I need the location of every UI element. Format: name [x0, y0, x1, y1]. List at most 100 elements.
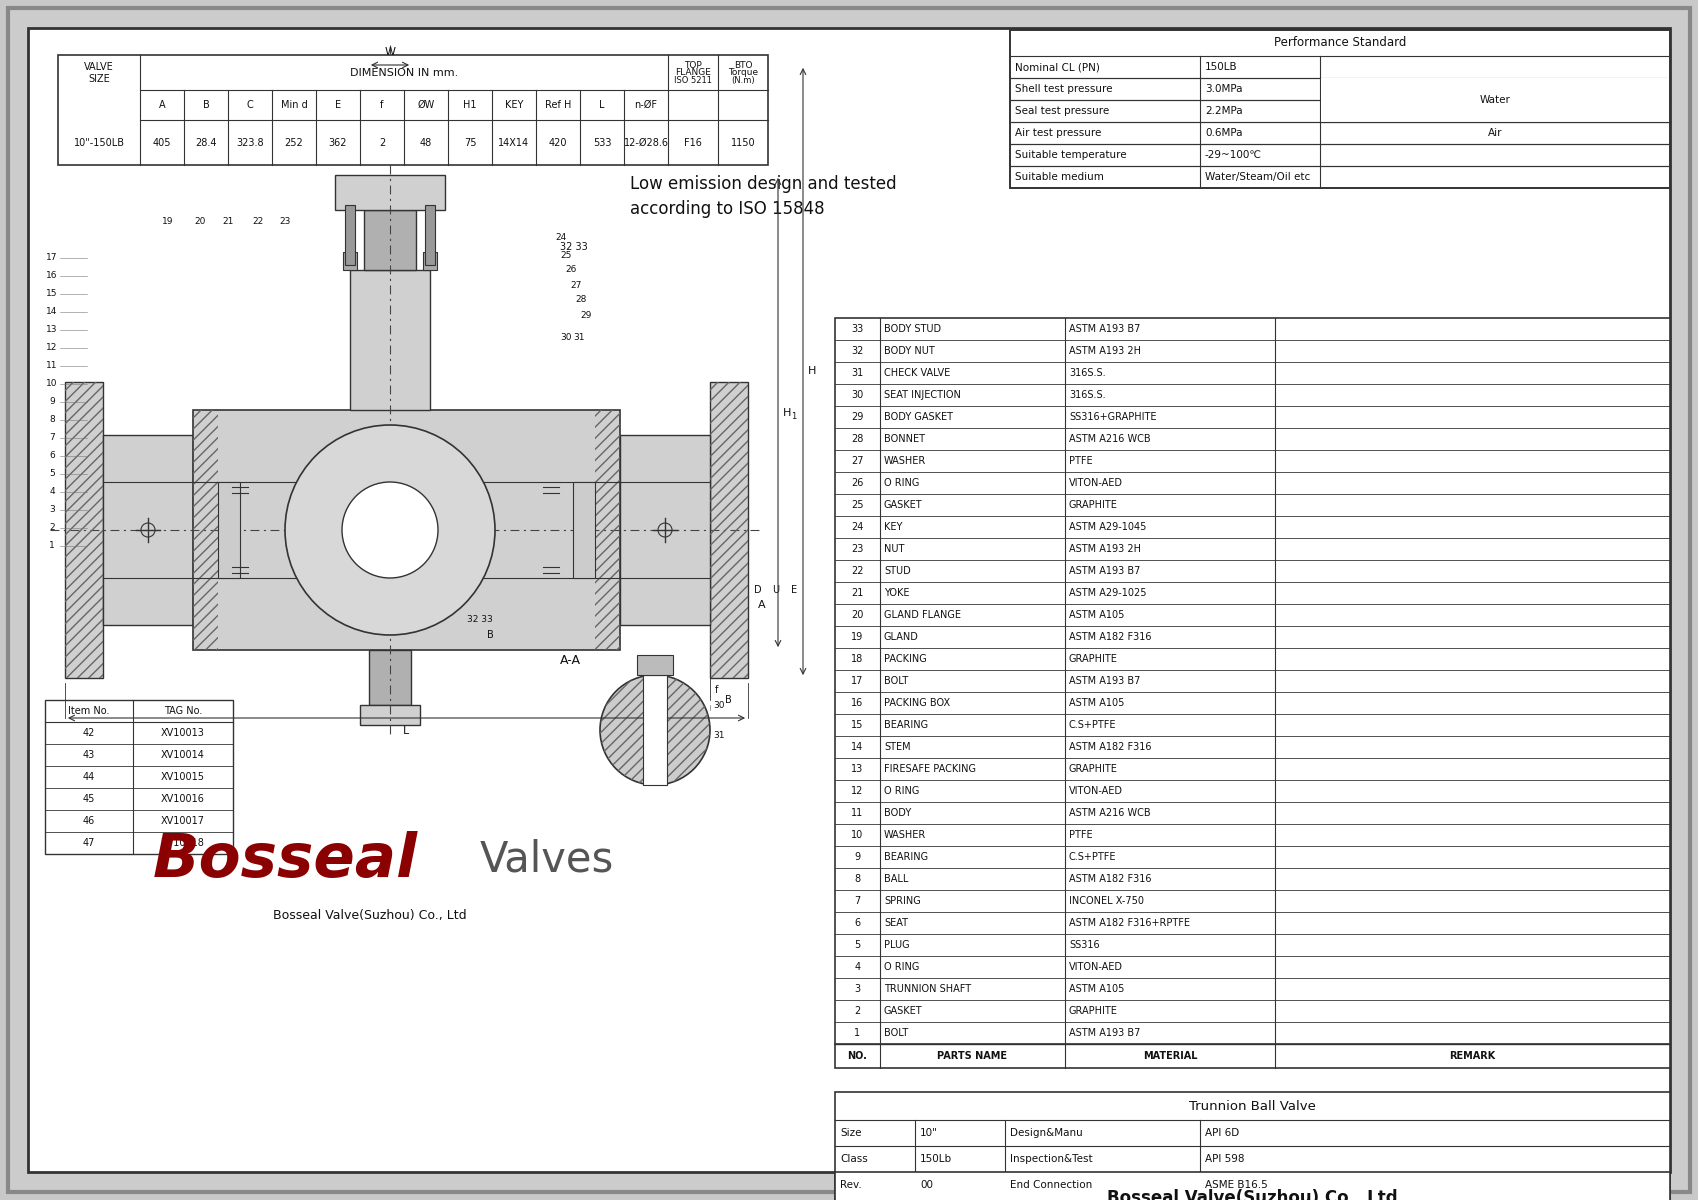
Text: BODY GASKET: BODY GASKET [885, 412, 953, 422]
Text: 150Lb: 150Lb [920, 1154, 953, 1164]
Text: YOKE: YOKE [885, 588, 910, 598]
Text: WASHER: WASHER [885, 830, 925, 840]
Text: Performance Standard: Performance Standard [1274, 36, 1406, 49]
Bar [835, 1172, 1671, 1200]
Bar [710, 382, 749, 678]
Text: SS316: SS316 [1070, 940, 1100, 950]
Text: DIMENSION IN mm.: DIMENSION IN mm. [350, 67, 458, 78]
Text: XV10016: XV10016 [161, 794, 205, 804]
Text: 252: 252 [285, 138, 304, 148]
Text: WASHER: WASHER [885, 456, 925, 466]
Text: ASTM A105: ASTM A105 [1070, 610, 1124, 620]
Text: 21: 21 [851, 588, 864, 598]
Text: FLANGE: FLANGE [676, 68, 711, 77]
Text: 14: 14 [46, 307, 58, 317]
Text: SS316+GRAPHITE: SS316+GRAPHITE [1070, 412, 1156, 422]
Text: 3: 3 [854, 984, 861, 994]
Bar [423, 252, 436, 270]
Text: XV10013: XV10013 [161, 728, 205, 738]
Bar [345, 205, 355, 265]
Text: FIRESAFE PACKING: FIRESAFE PACKING [885, 764, 976, 774]
Text: ASTM A216 WCB: ASTM A216 WCB [1070, 808, 1151, 818]
Text: VITON-AED: VITON-AED [1070, 786, 1122, 796]
Text: 19: 19 [163, 217, 173, 227]
Text: BALL: BALL [885, 874, 908, 884]
Text: 15: 15 [46, 289, 58, 299]
Text: GASKET: GASKET [885, 500, 922, 510]
Text: Air: Air [1487, 128, 1503, 138]
Text: GRAPHITE: GRAPHITE [1070, 1006, 1117, 1016]
Text: 2: 2 [379, 138, 385, 148]
Text: 316S.S.: 316S.S. [1070, 368, 1105, 378]
Text: 17: 17 [46, 253, 58, 263]
Text: GRAPHITE: GRAPHITE [1070, 764, 1117, 774]
Text: 25: 25 [560, 251, 571, 259]
Bar [360, 704, 419, 725]
Text: 00: 00 [920, 1180, 932, 1190]
Text: PARTS NAME: PARTS NAME [937, 1051, 1007, 1061]
Circle shape [341, 482, 438, 578]
Text: Torque: Torque [728, 68, 757, 77]
Text: A: A [757, 600, 766, 610]
Text: 33: 33 [851, 324, 864, 334]
Text: PTFE: PTFE [1070, 830, 1092, 840]
Text: 30: 30 [851, 390, 864, 400]
Text: BODY: BODY [885, 808, 912, 818]
Text: ASTM A193 B7: ASTM A193 B7 [1070, 324, 1141, 334]
Text: 16: 16 [46, 271, 58, 281]
Text: 46: 46 [83, 816, 95, 826]
Text: 5: 5 [854, 940, 861, 950]
Text: BTO: BTO [734, 61, 752, 70]
Text: C.S+PTFE: C.S+PTFE [1070, 852, 1117, 862]
Text: 22: 22 [253, 217, 263, 227]
Text: 2: 2 [49, 523, 54, 533]
Text: ASTM A216 WCB: ASTM A216 WCB [1070, 434, 1151, 444]
Text: E: E [335, 100, 341, 110]
Text: 19: 19 [851, 632, 864, 642]
Text: 32 33: 32 33 [467, 616, 492, 624]
Bar [335, 175, 445, 210]
Text: Water: Water [1479, 95, 1511, 104]
Text: 24: 24 [555, 233, 565, 241]
Text: 8: 8 [854, 874, 861, 884]
Text: ASTM A182 F316+RPTFE: ASTM A182 F316+RPTFE [1070, 918, 1190, 928]
Text: VITON-AED: VITON-AED [1070, 478, 1122, 488]
Text: 362: 362 [329, 138, 348, 148]
Text: H: H [808, 366, 817, 377]
Text: 31: 31 [713, 731, 725, 739]
Text: 43: 43 [83, 750, 95, 760]
Text: BOLT: BOLT [885, 676, 908, 686]
Text: 9: 9 [49, 397, 54, 407]
Text: 31: 31 [851, 368, 864, 378]
Text: O RING: O RING [885, 478, 919, 488]
Bar [343, 252, 357, 270]
Text: n-f: n-f [671, 695, 683, 704]
Text: Low emission design and tested
according to ISO 15848: Low emission design and tested according… [630, 175, 897, 218]
Bar [194, 410, 620, 650]
Bar [350, 270, 430, 410]
Text: Suitable temperature: Suitable temperature [1015, 150, 1127, 160]
Text: ISO 5211: ISO 5211 [674, 76, 711, 85]
Bar [594, 410, 620, 650]
Text: ASTM A193 2H: ASTM A193 2H [1070, 544, 1141, 554]
Text: 533: 533 [593, 138, 611, 148]
Text: 48: 48 [419, 138, 431, 148]
Bar [217, 482, 239, 578]
Text: O RING: O RING [885, 786, 919, 796]
Text: SEAT: SEAT [885, 918, 908, 928]
Text: Item No.: Item No. [68, 706, 110, 716]
Text: TAG No.: TAG No. [163, 706, 202, 716]
Text: Water/Steam/Oil etc: Water/Steam/Oil etc [1206, 172, 1311, 182]
Text: U: U [773, 584, 779, 595]
Text: 42: 42 [83, 728, 95, 738]
Text: Trunnion Ball Valve: Trunnion Ball Valve [1189, 1099, 1316, 1112]
Text: 28.4: 28.4 [195, 138, 217, 148]
Text: 4: 4 [49, 487, 54, 497]
Text: ASTM A29-1025: ASTM A29-1025 [1070, 588, 1146, 598]
Text: ASTM A105: ASTM A105 [1070, 984, 1124, 994]
Text: 1150: 1150 [730, 138, 756, 148]
Text: ASTM A182 F316: ASTM A182 F316 [1070, 632, 1151, 642]
Bar [316, 125, 465, 155]
Text: PACKING: PACKING [885, 654, 927, 664]
Text: 420: 420 [548, 138, 567, 148]
